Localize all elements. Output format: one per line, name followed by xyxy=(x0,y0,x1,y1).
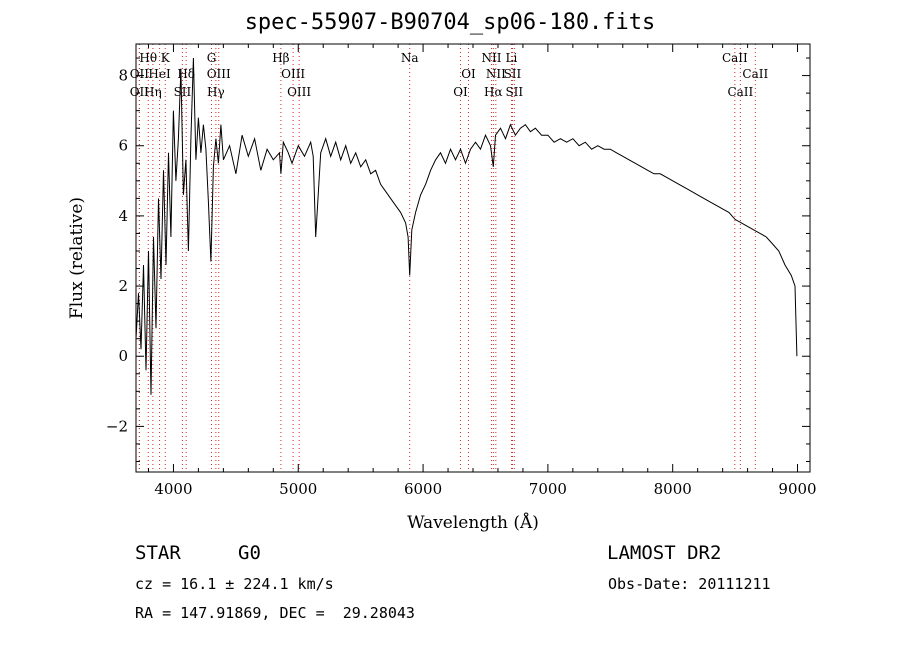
line-marker-label: G xyxy=(207,51,217,65)
line-marker-label: Hβ xyxy=(272,51,289,65)
x-tick-label: 9000 xyxy=(778,480,816,498)
line-marker-label: K xyxy=(161,51,171,65)
coordinates-text: RA = 147.91869, DEC = 29.28043 xyxy=(135,604,415,622)
line-marker-label: OIII xyxy=(287,85,311,99)
line-marker-label: OII xyxy=(130,67,150,81)
y-axis-ticks: −2 0 2 4 6 8 xyxy=(106,57,810,462)
redshift-text: cz = 16.1 ± 224.1 km/s xyxy=(135,575,334,593)
line-marker-labels: HθOIIOIIHeIHηKHδSIIGOIIIHγHβOIIIOIIINaOI… xyxy=(130,51,769,99)
line-marker-label: OIII xyxy=(281,67,305,81)
line-marker-label: Na xyxy=(401,51,419,65)
line-marker-label: Hγ xyxy=(207,85,225,99)
line-marker-label: OI xyxy=(453,85,468,99)
x-tick-label: 7000 xyxy=(529,480,567,498)
line-marker-label: NII xyxy=(481,51,501,65)
object-class-label: STAR xyxy=(135,542,181,564)
line-marker-label: CaII xyxy=(742,67,768,81)
y-axis-label: Flux (relative) xyxy=(67,197,87,319)
x-tick-label: 6000 xyxy=(404,480,442,498)
line-marker-label: Hα xyxy=(484,85,503,99)
line-marker-label: SII xyxy=(174,85,192,99)
x-tick-label: 8000 xyxy=(654,480,692,498)
line-marker-label: Hθ xyxy=(139,51,157,65)
y-tick-label: −2 xyxy=(106,417,128,435)
line-marker-label: SII xyxy=(504,67,522,81)
line-marker-label: HeI xyxy=(148,67,171,81)
spectrum-series-line xyxy=(135,57,798,395)
line-marker-label: OII xyxy=(130,85,150,99)
y-tick-label: 2 xyxy=(118,277,128,295)
x-tick-label: 5000 xyxy=(279,480,317,498)
y-tick-label: 0 xyxy=(118,347,128,365)
line-marker-label: CaII xyxy=(722,51,748,65)
line-marker-label: Li xyxy=(506,51,518,65)
y-tick-label: 4 xyxy=(118,207,128,225)
y-tick-label: 8 xyxy=(118,67,128,85)
plot-frame xyxy=(135,43,811,473)
subclass-label: G0 xyxy=(238,542,261,564)
obs-date-text: Obs-Date: 20111211 xyxy=(608,575,771,593)
line-marker-label: CaII xyxy=(727,85,753,99)
line-marker-label: Hδ xyxy=(177,67,195,81)
chart-title: spec-55907-B90704_sp06-180.fits xyxy=(244,10,656,35)
x-axis-label: Wavelength (Å) xyxy=(407,512,539,533)
survey-label: LAMOST DR2 xyxy=(607,542,722,564)
line-marker-group xyxy=(138,44,756,472)
line-marker-label: Hη xyxy=(144,85,162,99)
line-marker-label: SII xyxy=(505,85,523,99)
x-tick-label: 4000 xyxy=(154,480,192,498)
line-marker-label: NII xyxy=(486,67,506,81)
line-marker-label: OI xyxy=(461,67,476,81)
y-tick-label: 6 xyxy=(118,137,128,155)
line-marker-label: OIII xyxy=(207,67,231,81)
x-axis-ticks: 4000 5000 6000 7000 8000 9000 xyxy=(147,44,817,498)
